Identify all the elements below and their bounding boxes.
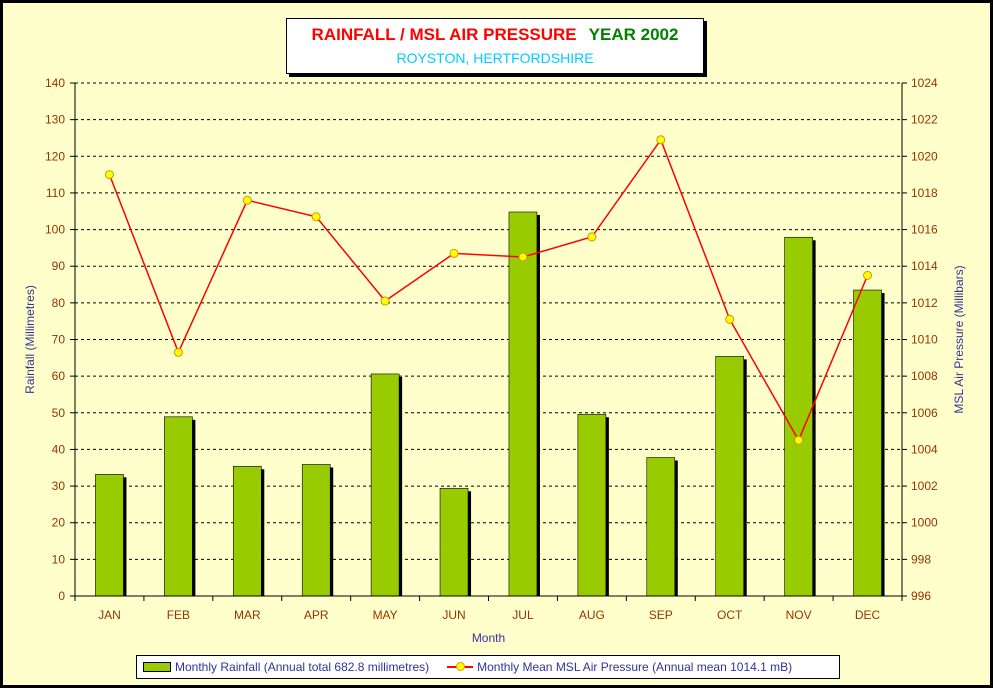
left-tick-label: 110 <box>46 186 65 200</box>
right-tick-label: 1010 <box>911 333 938 347</box>
pressure-point-feb <box>173 347 183 357</box>
right-tick-label: 998 <box>911 552 931 566</box>
pressure-point-may <box>380 296 390 306</box>
left-tick-label: 20 <box>52 516 66 530</box>
axis-labels: 0102030405060708090100110120130140996998… <box>23 76 966 645</box>
bar-feb <box>164 416 193 597</box>
pressure-point-jan <box>104 170 114 180</box>
bar-aug <box>577 413 607 597</box>
right-tick-label: 1002 <box>911 479 938 493</box>
legend-item-rainfall: Monthly Rainfall (Annual total 682.8 mil… <box>137 660 429 674</box>
chart-title: RAINFALL / MSL AIR PRESSURE <box>311 25 577 44</box>
left-tick-label: 10 <box>52 552 66 566</box>
left-tick-label: 130 <box>45 113 65 127</box>
bar-may <box>370 373 400 597</box>
legend-item-pressure: Monthly Mean MSL Air Pressure (Annual me… <box>429 660 792 674</box>
x-tick-label: FEB <box>167 608 190 622</box>
right-tick-label: 1006 <box>911 406 938 420</box>
right-tick-label: 1024 <box>911 76 938 90</box>
x-tick-label: JUL <box>512 608 534 622</box>
x-tick-label: MAR <box>234 608 261 622</box>
rainfall-bars <box>95 211 885 597</box>
right-tick-label: 1020 <box>911 149 938 163</box>
axes <box>70 82 907 601</box>
bar-jun <box>439 487 469 597</box>
y-axis-title-left: Rainfall (Millimetres) <box>23 285 37 394</box>
pressure-point-nov <box>794 435 804 445</box>
left-tick-label: 0 <box>58 589 65 603</box>
legend-swatch-pressure <box>447 662 474 672</box>
legend-label-pressure: Monthly Mean MSL Air Pressure (Annual me… <box>477 660 793 674</box>
bar-jul <box>508 211 538 597</box>
legend-swatch-rainfall <box>143 662 171 672</box>
chart-subtitle: ROYSTON, HERTFORDSHIRE <box>396 50 594 66</box>
pressure-polyline <box>108 138 869 442</box>
x-tick-label: JAN <box>98 608 121 622</box>
pressure-point-jun <box>449 248 459 258</box>
pressure-point-sep <box>656 135 666 145</box>
bar-sep <box>646 457 676 597</box>
left-tick-label: 70 <box>52 333 66 347</box>
x-tick-label: NOV <box>786 608 812 622</box>
gridlines <box>75 82 902 560</box>
x-tick-label: OCT <box>717 608 743 622</box>
x-tick-label: SEP <box>649 608 673 622</box>
y-axis-title-right: MSL Air Pressure (Millibars) <box>952 265 966 413</box>
bar-oct <box>715 356 745 597</box>
pressure-point-mar <box>242 195 252 205</box>
left-tick-label: 100 <box>45 223 65 237</box>
left-tick-label: 120 <box>45 149 65 163</box>
right-tick-label: 1008 <box>911 369 938 383</box>
x-tick-label: AUG <box>579 608 605 622</box>
right-tick-label: 1004 <box>911 442 938 456</box>
pressure-point-jul <box>518 252 528 262</box>
pressure-line <box>104 135 873 445</box>
left-tick-label: 90 <box>52 259 66 273</box>
right-tick-label: 1012 <box>911 296 938 310</box>
right-tick-label: 996 <box>911 589 931 603</box>
legend-label-rainfall: Monthly Rainfall (Annual total 682.8 mil… <box>175 660 430 674</box>
left-tick-label: 140 <box>45 76 65 90</box>
left-tick-label: 50 <box>52 406 66 420</box>
bar-mar <box>232 465 262 597</box>
x-tick-label: JUN <box>442 608 465 622</box>
x-tick-label: APR <box>304 608 329 622</box>
right-tick-label: 1014 <box>911 259 938 273</box>
right-tick-label: 1022 <box>911 113 938 127</box>
x-tick-label: MAY <box>373 608 398 622</box>
pressure-point-oct <box>725 314 735 324</box>
bar-jan <box>95 474 124 597</box>
legend: Monthly Rainfall (Annual total 682.8 mil… <box>136 655 840 679</box>
x-tick-label: DEC <box>855 608 881 622</box>
chart-title-year: YEAR 2002 <box>588 25 679 44</box>
pressure-point-dec <box>863 270 873 280</box>
chart-title-box: RAINFALL / MSL AIR PRESSURE YEAR 2002 ROY… <box>286 18 704 74</box>
x-axis-title: Month <box>472 631 505 645</box>
right-tick-label: 1018 <box>911 186 938 200</box>
left-tick-label: 40 <box>52 442 66 456</box>
bar-apr <box>301 464 331 597</box>
left-tick-label: 80 <box>52 296 66 310</box>
pressure-point-apr <box>311 212 321 222</box>
right-tick-label: 1016 <box>911 223 938 237</box>
bar-dec <box>853 289 882 597</box>
left-tick-label: 30 <box>52 479 66 493</box>
pressure-point-aug <box>587 232 597 242</box>
left-tick-label: 60 <box>52 369 66 383</box>
right-tick-label: 1000 <box>911 516 938 530</box>
